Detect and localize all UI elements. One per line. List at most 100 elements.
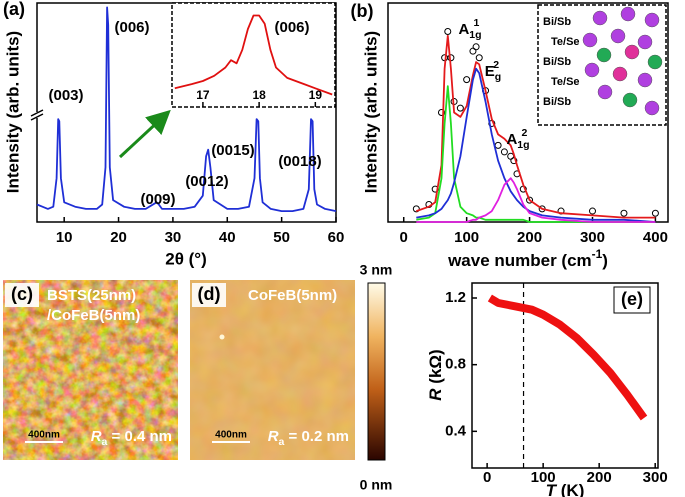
series-line (416, 177, 656, 223)
afm-image (3, 280, 178, 460)
panel-label: (c) (11, 284, 33, 304)
x-axis-label-part: ) (602, 251, 608, 270)
inset-frame (537, 4, 667, 126)
x-axis-label-part: wave number (cm (447, 251, 592, 270)
x-tick-label: 300 (580, 229, 605, 246)
inset-label: Te/Se (551, 76, 580, 88)
panel-label: (a) (3, 0, 25, 19)
x-tick-label: 20 (110, 229, 127, 246)
y-tick-label: 1.2 (445, 289, 466, 306)
series-line (36, 6, 337, 212)
x-tick-label: 17 (196, 88, 210, 102)
roughness-label: Ra = 0.2 nm (268, 428, 349, 448)
atom (644, 12, 660, 28)
roughness-label-part: R (268, 428, 279, 445)
y-tick-label: 0.4 (445, 422, 467, 439)
data-point (437, 109, 445, 116)
colorbar (367, 282, 386, 461)
x-axis-label: T (K) (546, 481, 585, 497)
x-tick-label: 60 (328, 229, 345, 246)
afm-particle (219, 334, 225, 340)
roughness-label-part: = 0.2 nm (284, 428, 349, 445)
x-tick-label: 30 (165, 229, 182, 246)
x-axis-label-part: (K) (556, 481, 584, 497)
x-tick-label: 400 (643, 229, 668, 246)
annotation: (0018) (278, 153, 321, 170)
inset-label: Bi/Sb (543, 16, 571, 28)
annotation-part: 2 (493, 59, 499, 71)
annotation-part: 1 (474, 17, 480, 29)
atom (582, 32, 598, 48)
x-tick-label: 18 (252, 88, 266, 102)
data-point (475, 54, 483, 62)
afm-image (190, 280, 355, 460)
y-tick-label: 0.8 (445, 356, 466, 373)
panel-label: (e) (621, 289, 643, 309)
series-line (416, 34, 656, 219)
atom (644, 100, 660, 116)
data-point (463, 76, 471, 84)
x-tick-label: 0 (400, 229, 408, 246)
annotation-part: A (458, 21, 469, 38)
axis-break (30, 112, 44, 118)
annotation: (0012) (185, 173, 228, 190)
series-line (487, 294, 648, 421)
y-axis-label-part: (kΩ) (426, 349, 445, 388)
annotation-part: 1g (517, 139, 529, 151)
series-line (416, 85, 656, 223)
sample-label: CoFeB(5nm) (248, 287, 337, 304)
atom (584, 62, 600, 78)
annotation: (0015) (211, 142, 254, 159)
annotation: (006) (114, 19, 149, 36)
panel-label: (b) (351, 1, 374, 21)
atom (647, 54, 663, 70)
atom (596, 47, 612, 63)
annotation: Eg2 (485, 59, 501, 83)
colorbar-label: 3 nm (360, 262, 393, 278)
x-tick-label: 10 (56, 229, 73, 246)
x-axis-label-part: T (546, 481, 558, 497)
annotation-part: 1g (469, 29, 481, 41)
scale-bar-label: 400nm (28, 430, 60, 441)
roughness-label-part: R (91, 428, 102, 445)
data-point (444, 27, 452, 35)
atom (610, 28, 626, 44)
sample-label: /CoFeB(5nm) (47, 307, 140, 324)
data-point (412, 205, 420, 213)
x-tick-label: 300 (643, 469, 668, 486)
x-tick-label: 0 (483, 469, 491, 486)
inset-label: Te/Se (551, 36, 580, 48)
annotation-part: E (485, 63, 495, 80)
series-line (174, 14, 333, 96)
inset-label: Bi/Sb (543, 56, 571, 68)
atom (612, 66, 628, 82)
plot-frame (471, 282, 659, 469)
atom (597, 84, 613, 100)
atom (637, 72, 653, 88)
x-tick-label: 200 (587, 469, 612, 486)
label-box (613, 286, 651, 314)
axis-break (30, 109, 44, 121)
panel-label: (d) (198, 284, 221, 304)
x-axis-label: wave number (cm-1) (447, 247, 608, 270)
atom (620, 6, 636, 22)
x-tick-label: 200 (517, 229, 542, 246)
y-axis-label-part: R (426, 388, 445, 401)
y-axis-label: Intensity (arb. units) (361, 31, 380, 193)
annotation: (009) (140, 191, 175, 208)
y-axis-label: R (kΩ) (426, 349, 445, 400)
colorbar-label: 0 nm (360, 477, 393, 493)
atom (622, 92, 638, 108)
scale-bar-label: 400nm (215, 430, 247, 441)
atom (592, 10, 608, 26)
x-tick-label: 50 (273, 229, 290, 246)
sample-label: BSTS(25nm) (47, 287, 136, 304)
roughness-label-part: = 0.4 nm (107, 428, 172, 445)
annotation-part: A (506, 131, 517, 148)
label-box (5, 283, 39, 307)
data-point (651, 209, 659, 217)
x-tick-label: 40 (219, 229, 236, 246)
arrow (118, 109, 171, 159)
label-box (192, 283, 226, 307)
